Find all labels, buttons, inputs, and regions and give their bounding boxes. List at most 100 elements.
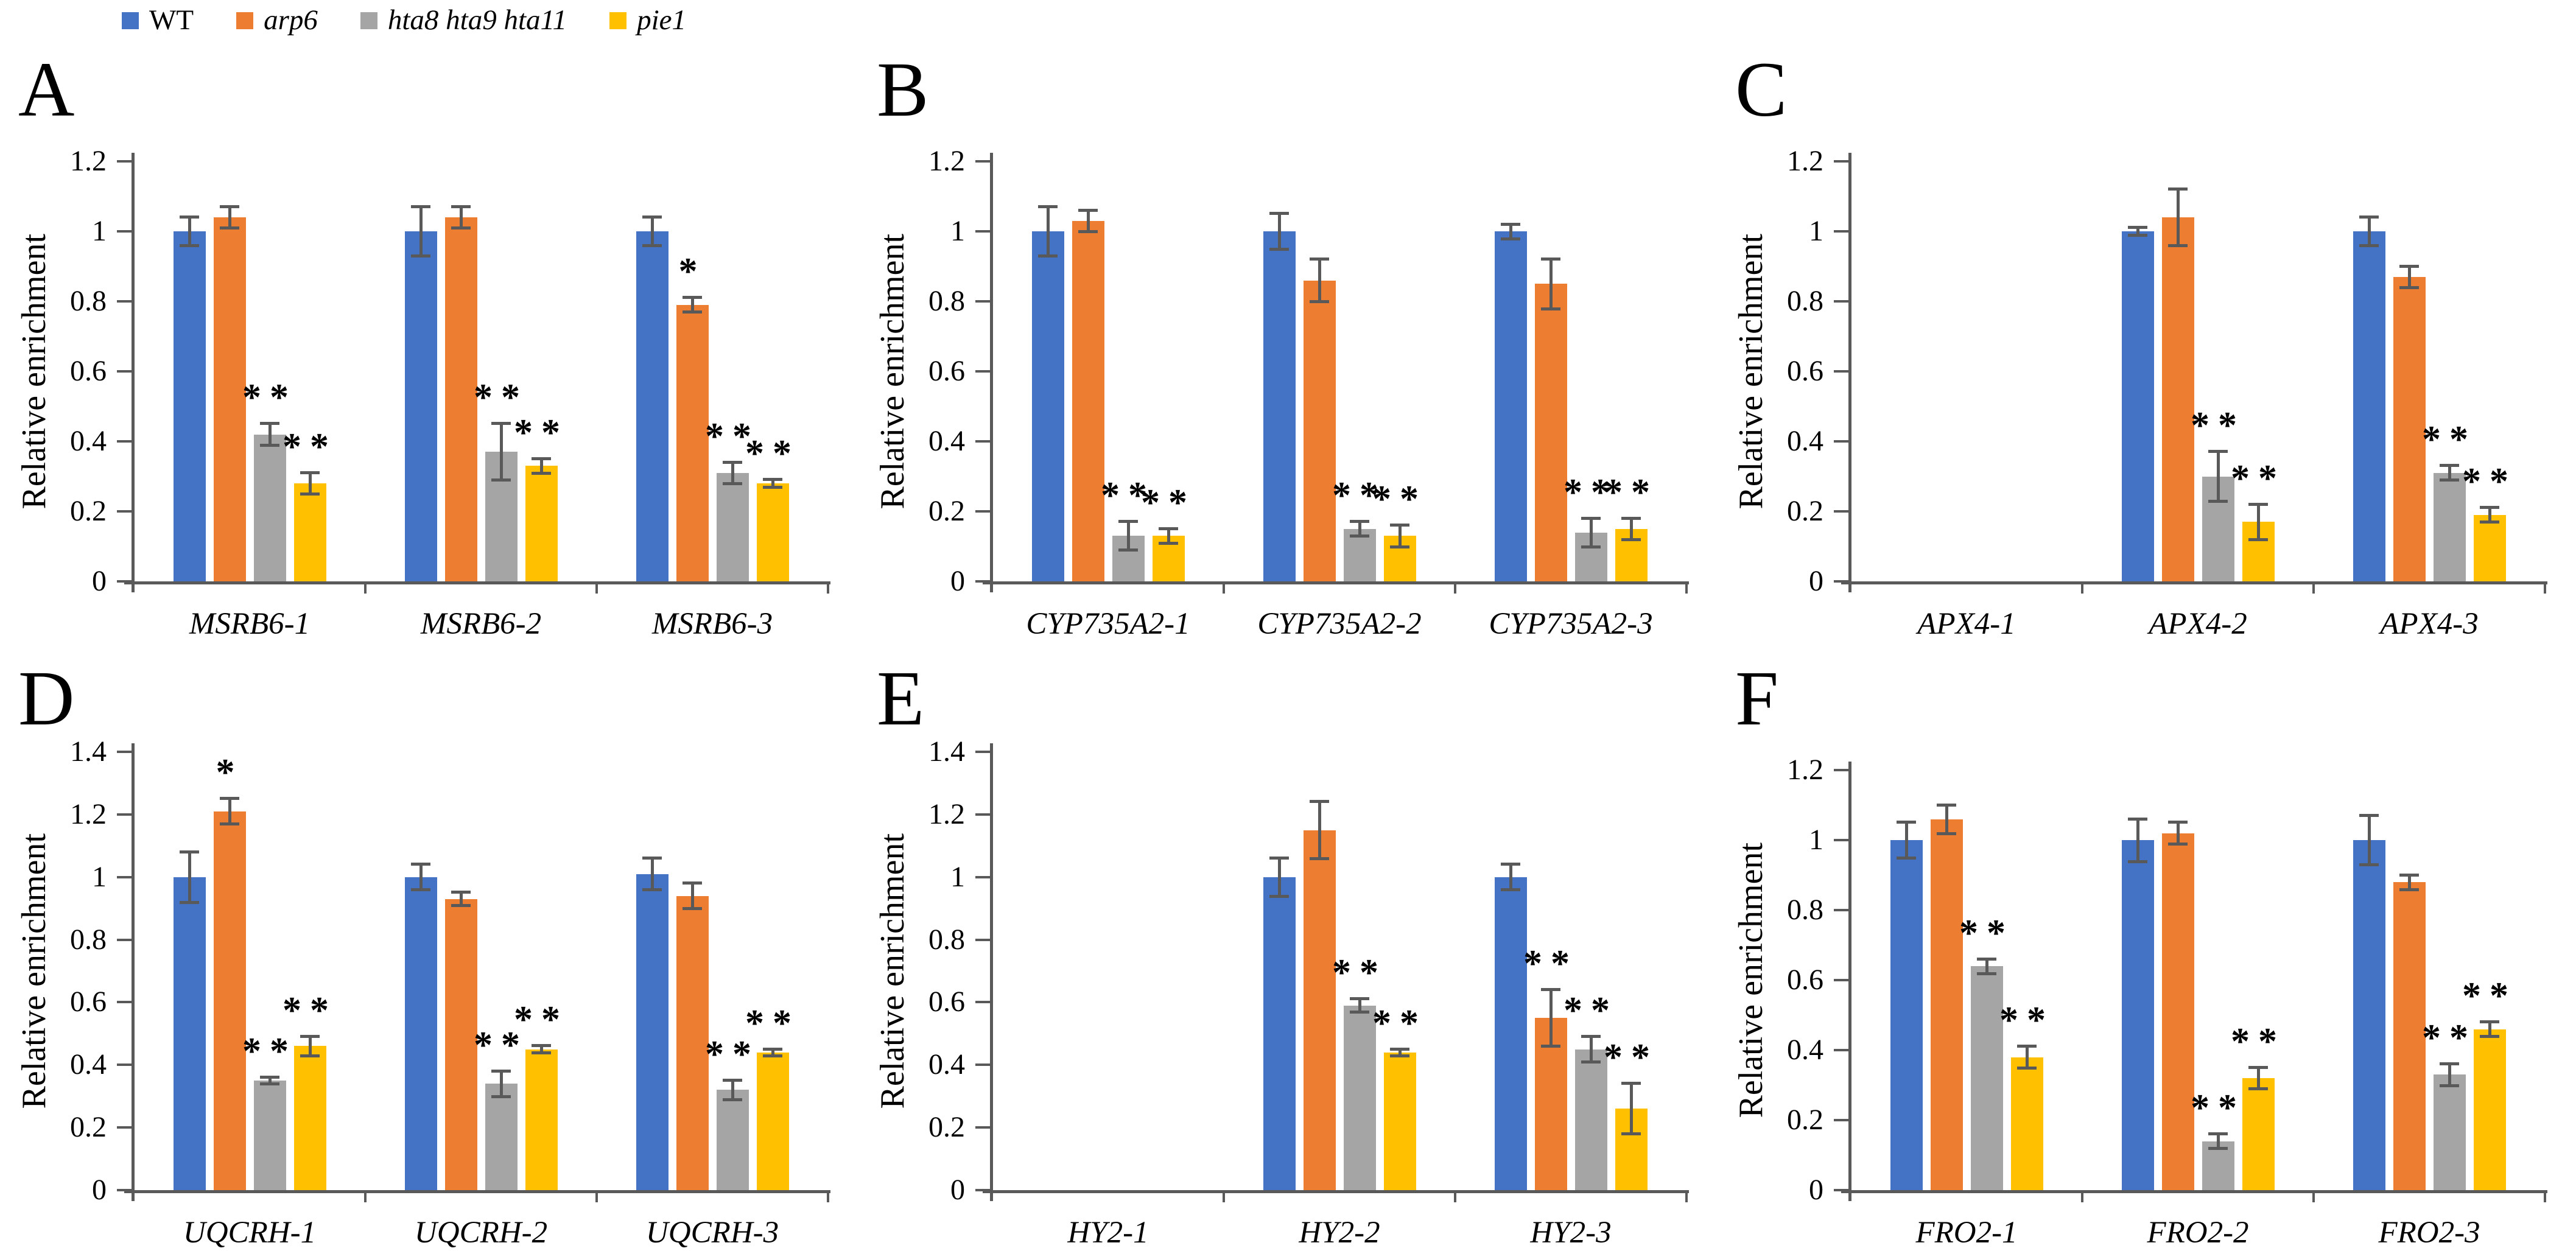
error-bar [2488,508,2491,522]
bar-WT-APX4-3 [2353,231,2385,581]
error-bar-cap-bottom [763,485,782,489]
error-bar-cap-top [2128,817,2147,821]
error-bar-cap-top [1350,997,1369,1001]
error-bar-cap-top [491,1069,511,1073]
bar-arp6-UQCRH-1 [213,811,246,1190]
y-tick-label: 1.4 [70,735,107,768]
y-tick [975,370,991,373]
error-bar [771,480,774,487]
y-tick-label: 0.6 [1787,964,1823,996]
error-bar [1086,210,1090,231]
error-bar-cap-top [411,205,430,208]
legend-item-arp6: arp6 [236,6,318,35]
error-bar [731,462,734,483]
bar-pie1-FRO2-3 [2473,1029,2506,1190]
significance-stars: ** [2231,1020,2286,1062]
y-tick [975,230,991,233]
y-tick-label: 0.2 [70,1111,107,1144]
error-bar-cap-bottom [683,907,702,911]
y-tick-label: 1 [92,860,107,893]
error-bar-cap-bottom [1390,1054,1409,1057]
error-bar-cap-top [300,1035,320,1038]
error-bar-cap-top [1621,516,1641,520]
y-tick [1834,1189,1849,1191]
error-bar-cap-bottom [2168,244,2188,247]
error-bar [1277,858,1281,896]
error-bar [499,424,503,480]
y-axis-line [132,743,135,1201]
error-bar-cap-bottom [1350,534,1369,538]
error-bar-cap-top [1159,527,1178,530]
bar-pie1-UQCRH-2 [525,1049,558,1190]
significance-stars: ** [474,1024,528,1066]
significance-stars: ** [1959,912,2014,954]
y-tick-label: 0.6 [70,986,107,1018]
significance-stars: ** [2422,1017,2477,1059]
error-bar [1398,1049,1402,1056]
bar-hta8-hta9-hta11-UQCRH-3 [716,1090,749,1190]
bar-arp6-FRO2-3 [2393,882,2426,1190]
error-bar-cap-bottom [2248,538,2268,541]
error-bar-cap-bottom [1541,307,1560,310]
error-bar-cap-top [2399,264,2419,268]
error-bar-cap-top [2168,821,2188,824]
error-bar-cap-top [2248,502,2268,506]
error-bar-cap-bottom [1350,1010,1369,1014]
significance-stars: ** [1332,475,1387,517]
error-bar [1167,528,1170,543]
significance-stars: ** [745,1002,800,1044]
x-tick [1454,1190,1456,1202]
error-bar-cap-bottom [1581,1060,1601,1064]
error-bar-cap-bottom [220,822,239,826]
y-tick-label: 0.4 [928,1048,965,1081]
error-bar-cap-bottom [2399,888,2419,891]
y-tick-label: 0.6 [928,355,965,387]
plot-area: 0 0.2 0.4 0.6 0.8 1 1.2 ** ** ** ** [1787,145,2547,597]
x-category-label: MSRB6-3 [651,607,773,641]
x-category-label: APX4-1 [1917,607,2016,641]
error-bar [690,298,694,312]
significance-stars: ** [283,990,337,1031]
error-bar [2407,875,2411,889]
y-tick-label: 1.2 [70,145,107,177]
plot-area: 0 0.2 0.4 0.6 0.8 1 1.2 ** ** ** ** * ** ** [70,145,830,597]
bar-arp6-FRO2-1 [1930,819,1963,1190]
bar-arp6-APX4-2 [2161,217,2194,581]
x-tick [1685,1190,1688,1202]
y-tick [1834,1049,1849,1051]
error-bar-cap-top [451,891,471,894]
bar-arp6-MSRB6-2 [444,217,477,581]
bar-WT-FRO2-3 [2353,840,2385,1190]
y-tick [1834,230,1849,233]
error-bar [731,1081,734,1099]
bar-pie1-APX4-3 [2473,514,2506,581]
x-axis-line [1841,581,2547,584]
error-bar-cap-top [1581,1035,1601,1038]
y-tick-label: 0 [950,1174,965,1206]
error-bar [1046,206,1050,256]
bar-arp6-FRO2-2 [2161,833,2194,1190]
error-bar-cap-top [1078,208,1098,212]
error-bar [1589,518,1593,547]
error-bar-cap-bottom [1159,541,1178,545]
y-tick-label: 0.8 [1787,894,1823,926]
error-bar [1629,518,1633,539]
bar-pie1-FRO2-2 [2242,1078,2275,1190]
significance-stars: ** [283,426,337,468]
bar-arp6-HY2-2 [1303,830,1336,1190]
x-tick [364,581,367,594]
y-tick-label: 1.2 [1787,754,1823,786]
panel-C: C Relative enrichment 0 0.2 0.4 0.6 0.8 1 1.2 ** *… [1717,51,2575,642]
x-tick [2544,1190,2546,1202]
error-bar-cap-bottom [180,900,199,904]
bar-pie1-UQCRH-3 [756,1052,789,1190]
error-bar-cap-top [180,850,199,853]
error-bar [2176,822,2180,844]
y-tick-label: 1 [92,215,107,247]
y-tick [117,160,132,163]
bar-WT-CYP735A2-3 [1494,231,1527,581]
error-bar [2136,228,2139,235]
bar-arp6-APX4-3 [2393,276,2426,581]
error-bar-cap-top [1621,1082,1641,1085]
error-bar-cap-bottom [1310,300,1329,303]
